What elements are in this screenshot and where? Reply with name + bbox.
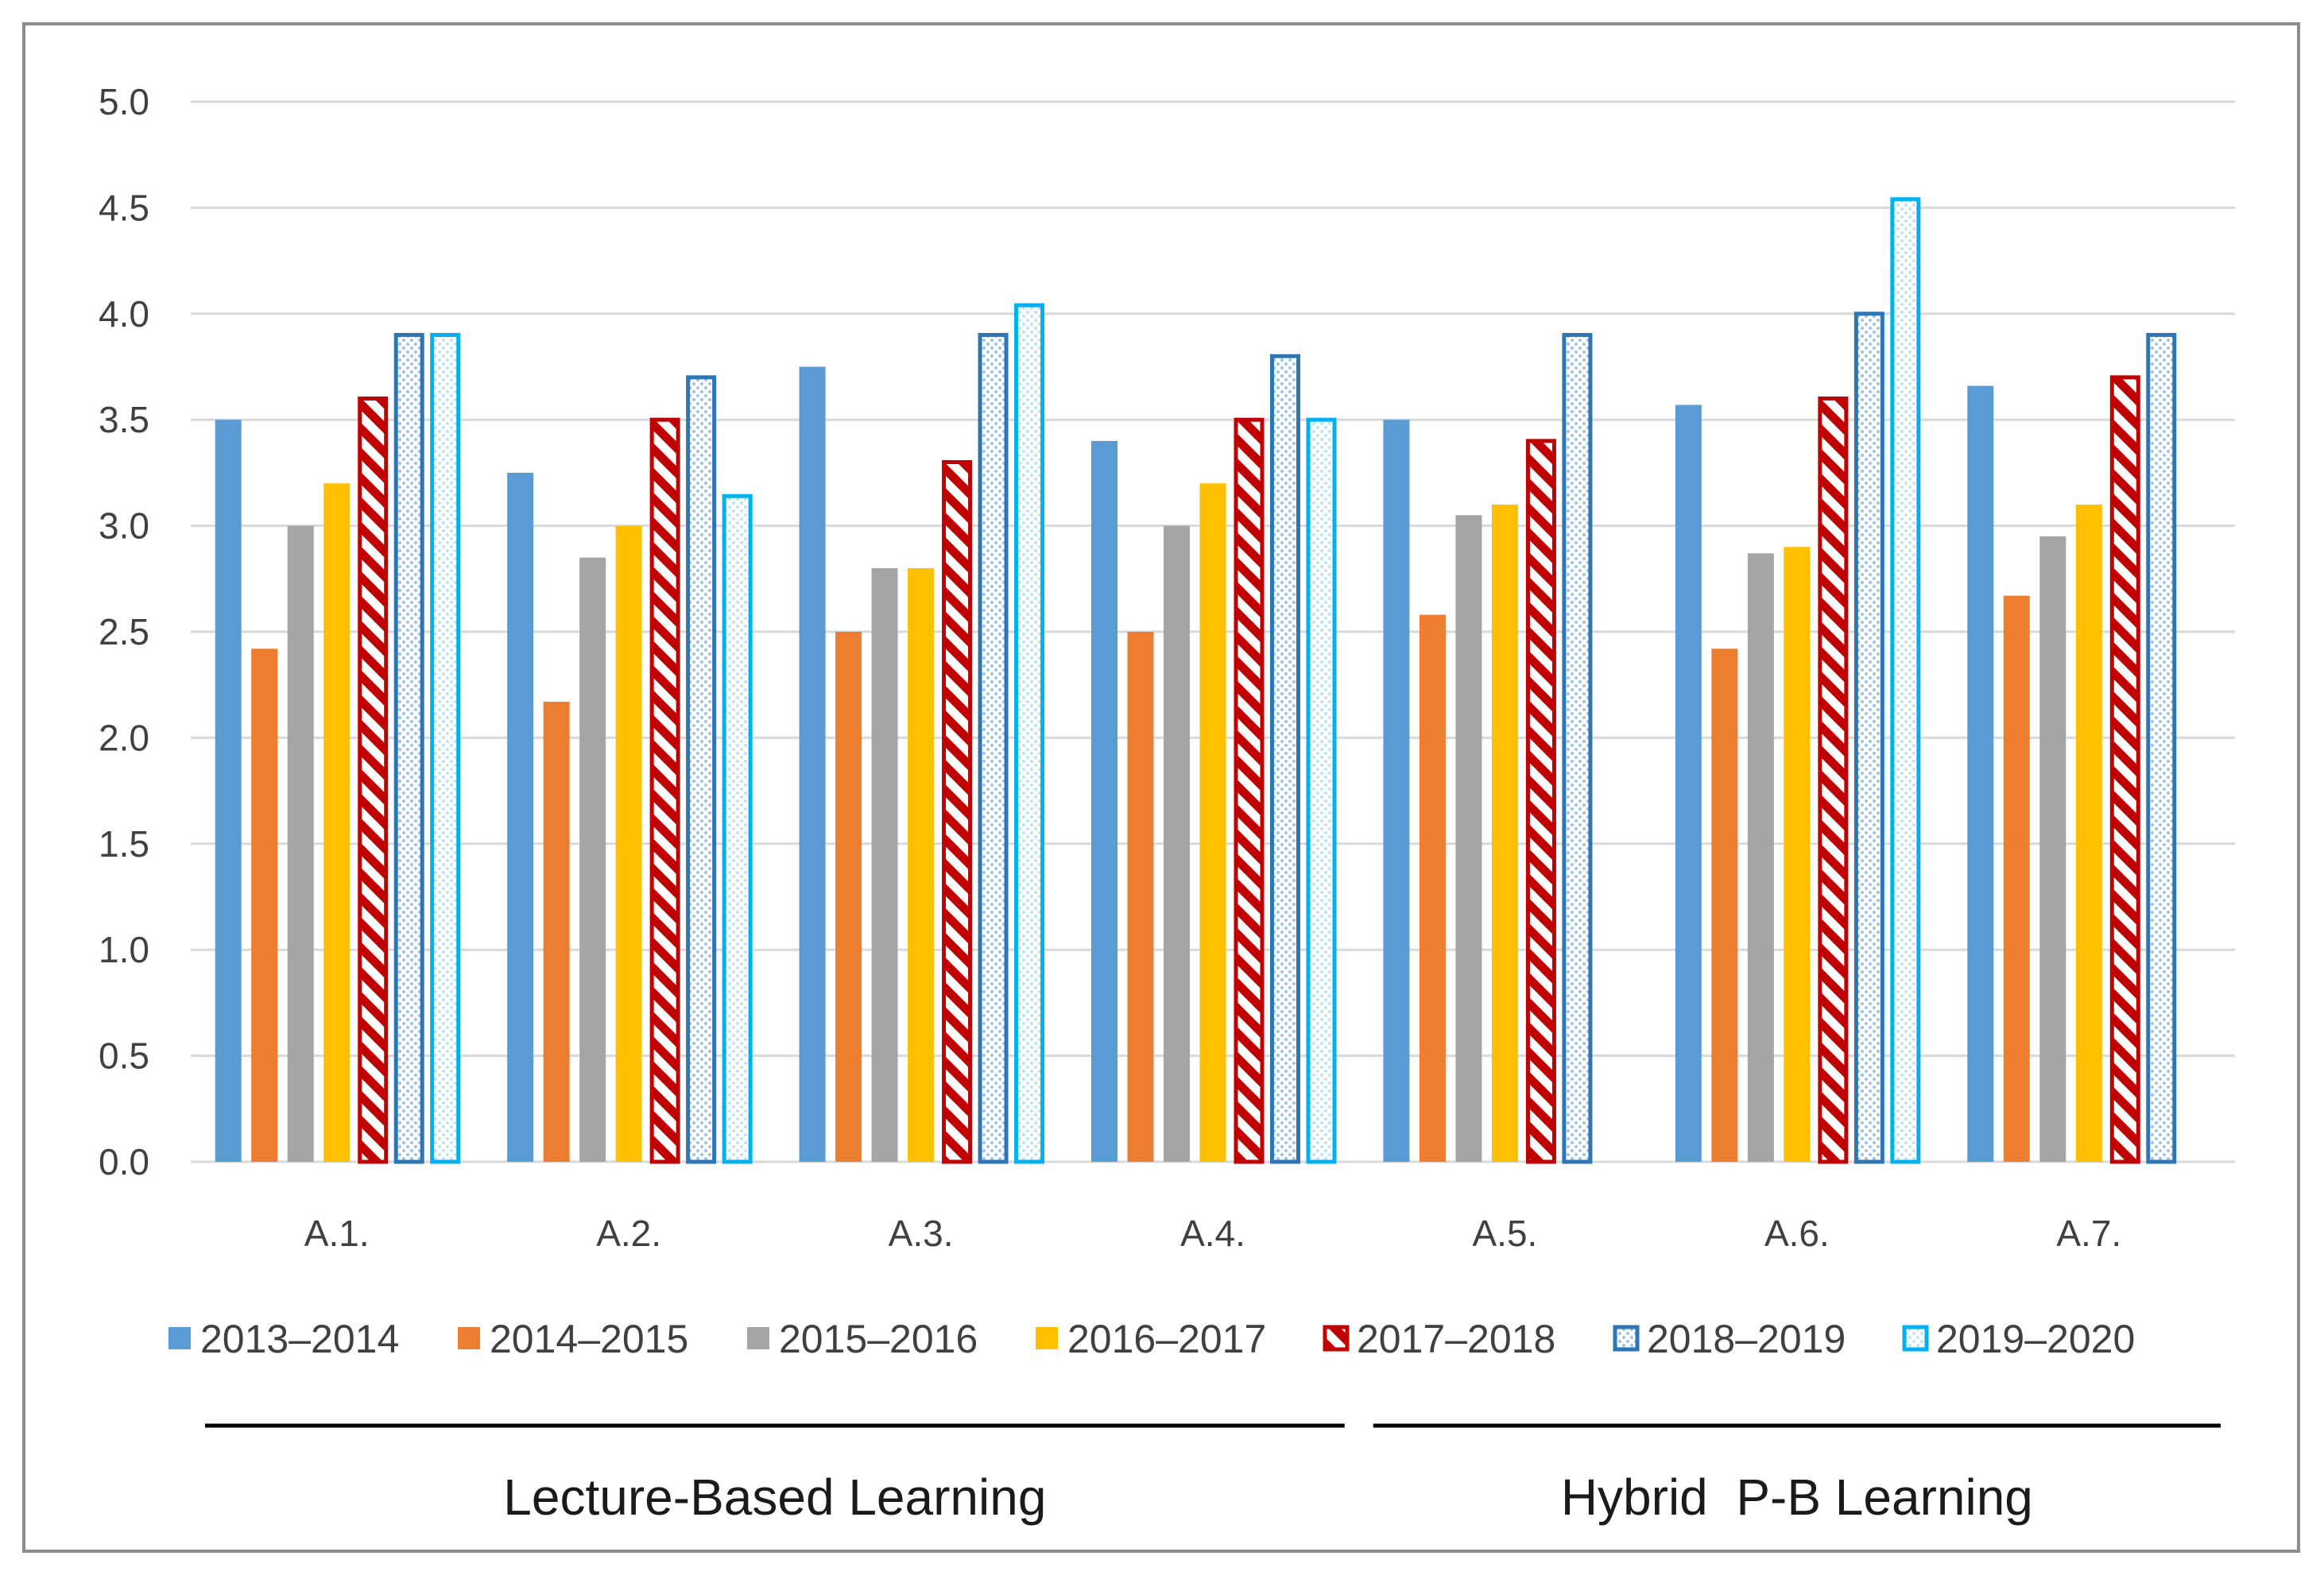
bar-a-4-2018-2019	[1270, 354, 1300, 1164]
legend-label-2014-2015: 2014–2015	[490, 1317, 688, 1361]
x-tick-label-a-3: A.3.	[889, 1213, 954, 1254]
x-tick-label-a-1: A.1.	[304, 1213, 370, 1254]
legend-label-2018-2019: 2018–2019	[1647, 1317, 1846, 1361]
bar-a-6-2019-2020	[1890, 197, 1921, 1164]
y-tick-label-4-5: 4.5	[99, 187, 149, 228]
bar-a-3-2019-2020	[1014, 303, 1045, 1164]
bar-a-4-2019-2020	[1306, 417, 1337, 1164]
bar-a-1-2018-2019	[393, 332, 424, 1164]
y-tick-label-2-5: 2.5	[99, 611, 149, 652]
bar-a-3-2015-2016	[871, 567, 898, 1162]
group-label-lecture-based-learning: Lecture-Based Learning	[503, 1469, 1046, 1526]
group-brackets: Lecture-Based Learning Hybrid P-B Learnin…	[205, 1423, 2221, 1526]
bar-a-1-2016-2017	[323, 483, 351, 1162]
x-tick-label-a-6: A.6.	[1764, 1213, 1830, 1254]
bar-a-1-2013-2014	[215, 420, 242, 1162]
bar-a-6-2014-2015	[1711, 648, 1738, 1162]
x-tick-label-a-4: A.4.	[1180, 1213, 1245, 1254]
bar-a-5-2013-2014	[1383, 420, 1410, 1162]
legend-swatch-2015-2016	[747, 1327, 769, 1349]
legend-swatch-2016-2017	[1036, 1327, 1058, 1349]
x-tick-label-a-7: A.7.	[2056, 1213, 2121, 1254]
y-tick-label-0-5: 0.5	[99, 1035, 149, 1077]
bar-a-5-2017-2018	[1525, 439, 1556, 1164]
bar-a-3-2013-2014	[799, 366, 826, 1162]
bar-a-4-2016-2017	[1199, 483, 1226, 1162]
legend-swatch-2013-2014	[168, 1327, 191, 1349]
bar-a-1-2019-2020	[430, 332, 461, 1164]
bar-a-3-2017-2018	[942, 460, 973, 1164]
bar-a-2-2019-2020	[722, 493, 753, 1164]
y-tick-label-3-0: 3.0	[99, 505, 149, 547]
bar-a-7-2013-2014	[1967, 385, 1994, 1163]
bar-a-1-2017-2018	[358, 397, 389, 1164]
legend-swatch-2014-2015	[458, 1327, 480, 1349]
bar-a-2-2015-2016	[579, 557, 606, 1162]
y-tick-label-1-5: 1.5	[99, 823, 149, 865]
bar-a-4-2013-2014	[1091, 440, 1117, 1162]
y-tick-label-4-0: 4.0	[99, 293, 149, 335]
bar-a-6-2013-2014	[1675, 404, 1702, 1162]
legend-label-2015-2016: 2015–2016	[779, 1317, 978, 1361]
bar-a-5-2016-2017	[1491, 504, 1518, 1162]
legend-label-2017-2018: 2017–2018	[1357, 1317, 1555, 1361]
y-tick-label-5-0: 5.0	[99, 81, 149, 122]
bar-a-1-2015-2016	[287, 525, 314, 1162]
bar-a-7-2017-2018	[2109, 375, 2140, 1164]
bar-a-2-2017-2018	[649, 417, 680, 1164]
x-tick-label-a-2: A.2.	[596, 1213, 661, 1254]
y-tick-label-1-0: 1.0	[99, 929, 149, 970]
bar-a-6-2015-2016	[1747, 553, 1774, 1162]
bar-a-4-2017-2018	[1234, 417, 1265, 1164]
x-tick-label-a-5: A.5.	[1473, 1213, 1538, 1254]
bar-a-6-2017-2018	[1818, 397, 1849, 1164]
group-label-hybrid-p-b-learning: Hybrid P-B Learning	[1561, 1469, 2033, 1526]
bar-a-3-2018-2019	[978, 332, 1009, 1164]
bar-a-7-2018-2019	[2146, 332, 2177, 1164]
bar-a-7-2016-2017	[2075, 504, 2102, 1162]
bar-a-5-2015-2016	[1455, 515, 1482, 1162]
bar-a-6-2016-2017	[1784, 547, 1811, 1162]
legend-label-2016-2017: 2016–2017	[1067, 1317, 1266, 1361]
bar-a-2-2016-2017	[615, 525, 642, 1162]
bar-a-7-2015-2016	[2039, 536, 2066, 1162]
bar-a-4-2014-2015	[1127, 632, 1154, 1162]
y-axis-tick-labels: 0.0 0.5 1.0 1.5 2.0 2.5 3.0 3.5 4.0 4.5 5.0	[99, 81, 149, 1182]
legend-swatch-2019-2020	[1902, 1325, 1929, 1352]
bar-a-7-2014-2015	[2003, 595, 2030, 1162]
bar-a-3-2014-2015	[835, 632, 862, 1162]
bar-a-4-2015-2016	[1164, 525, 1190, 1162]
legend-label-2019-2020: 2019–2020	[1936, 1317, 2135, 1361]
bar-a-6-2018-2019	[1853, 312, 1884, 1164]
legend-swatch-2017-2018	[1323, 1325, 1350, 1352]
bar-a-2-2013-2014	[507, 472, 534, 1162]
legend: 2013–2014 2014–2015 2015–2016 2016–2017 2017…	[168, 1317, 2135, 1361]
y-tick-label-2-0: 2.0	[99, 717, 149, 758]
bar-a-1-2014-2015	[251, 648, 278, 1162]
legend-swatch-2018-2019	[1613, 1325, 1640, 1352]
y-tick-label-3-5: 3.5	[99, 399, 149, 440]
bar-a-2-2018-2019	[686, 375, 717, 1164]
bars	[215, 197, 2177, 1164]
legend-label-2013-2014: 2013–2014	[200, 1317, 399, 1361]
bar-a-5-2014-2015	[1419, 614, 1446, 1162]
bar-a-2-2014-2015	[543, 702, 570, 1162]
x-axis-tick-labels: A.1. A.2. A.3. A.4. A.5. A.6. A.7.	[304, 1213, 2121, 1254]
bar-a-5-2018-2019	[1562, 332, 1593, 1164]
bar-a-3-2016-2017	[908, 567, 935, 1162]
y-tick-label-0-0: 0.0	[99, 1141, 149, 1182]
